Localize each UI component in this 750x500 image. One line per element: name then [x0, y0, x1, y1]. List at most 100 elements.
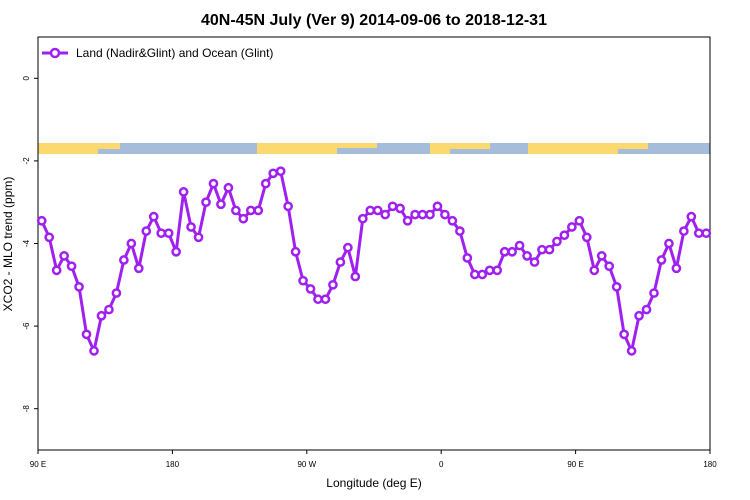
- data-point: [641, 304, 652, 315]
- data-point: [589, 265, 600, 276]
- data-point: [253, 205, 264, 216]
- chart-title: 40N-45N July (Ver 9) 2014-09-06 to 2018-…: [201, 12, 547, 29]
- data-point: [455, 226, 465, 236]
- data-point: [574, 215, 585, 226]
- data-point: [298, 275, 308, 286]
- x-tick-label: 90 E: [30, 460, 46, 469]
- data-point: [51, 265, 62, 276]
- data-point: [268, 168, 279, 179]
- data-point: [432, 201, 443, 212]
- data-point: [283, 201, 293, 212]
- data-point: [656, 255, 667, 265]
- data-point: [604, 261, 615, 272]
- data-point: [522, 251, 532, 261]
- data-point: [335, 257, 346, 267]
- data-point: [171, 246, 181, 257]
- data-point: [417, 209, 428, 220]
- data-point: [223, 182, 234, 193]
- x-tick-label: 180: [703, 460, 717, 469]
- data-point: [119, 255, 129, 265]
- x-tick-label: 90 W: [297, 460, 316, 469]
- data-point: [619, 329, 629, 340]
- y-tick-label: -4: [22, 239, 31, 247]
- data-point: [357, 213, 368, 224]
- data-point: [126, 238, 137, 249]
- data-point: [216, 199, 226, 210]
- data-point: [89, 346, 99, 356]
- data-point: [507, 246, 517, 257]
- data-point: [245, 205, 256, 216]
- data-point: [328, 279, 338, 290]
- data-point: [679, 226, 689, 236]
- data-point: [611, 282, 622, 292]
- data-point: [111, 288, 122, 298]
- data-point: [693, 228, 704, 239]
- data-point: [447, 215, 458, 226]
- data-point: [96, 310, 107, 321]
- data-point: [208, 178, 219, 189]
- data-point: [626, 346, 637, 356]
- data-point: [492, 265, 503, 276]
- data-point: [529, 257, 540, 267]
- data-point: [701, 228, 712, 239]
- data-point: [178, 187, 189, 197]
- y-tick-label: -2: [22, 157, 31, 165]
- data-point: [74, 282, 84, 292]
- data-point: [499, 246, 510, 257]
- data-point: [238, 213, 249, 224]
- data-point: [567, 222, 577, 232]
- data-point: [372, 205, 383, 216]
- data-point: [141, 226, 152, 236]
- data-point: [320, 294, 331, 305]
- data-point: [44, 232, 55, 243]
- data-point: [425, 209, 435, 220]
- x-tick-label: 0: [439, 460, 444, 469]
- data-point: [469, 269, 480, 280]
- y-axis-label: XCO2 - MLO trend (ppm): [1, 177, 15, 312]
- land-ocean-strip: [38, 143, 710, 154]
- data-point: [156, 228, 167, 239]
- data-point: [552, 236, 562, 247]
- data-point: [596, 251, 607, 261]
- x-tick-label: 180: [166, 460, 180, 469]
- legend: Land (Nadir&Glint) and Ocean (Glint): [42, 46, 273, 60]
- data-point: [186, 222, 196, 232]
- data-point: [275, 166, 286, 177]
- data-point: [544, 244, 555, 255]
- data-point: [231, 205, 241, 216]
- series-line: [40, 169, 707, 353]
- data-point: [133, 263, 144, 274]
- data-point: [66, 261, 77, 272]
- data-point: [581, 232, 592, 243]
- data-point: [104, 304, 114, 315]
- plot-frame: [37, 36, 711, 451]
- data-point: [36, 215, 47, 226]
- data-point: [514, 240, 525, 251]
- data-point: [402, 215, 413, 226]
- data-point: [148, 211, 159, 222]
- y-tick-label: 0: [22, 76, 31, 81]
- data-point: [686, 211, 697, 222]
- data-point: [193, 232, 204, 243]
- data-point: [380, 209, 391, 220]
- data-point: [305, 284, 316, 294]
- data-point: [201, 197, 211, 208]
- data-point: [537, 244, 547, 255]
- data-point: [350, 271, 361, 282]
- data-point: [313, 294, 323, 305]
- data-point: [671, 263, 682, 274]
- data-point: [163, 228, 174, 239]
- y-tick-label: -8: [22, 405, 31, 413]
- data-point: [462, 253, 473, 263]
- data-point: [343, 242, 353, 253]
- data-point: [59, 251, 69, 261]
- data-point: [395, 203, 405, 214]
- data-point: [634, 310, 644, 321]
- data-point: [365, 205, 376, 216]
- data-point: [477, 269, 488, 280]
- data-point: [260, 178, 271, 189]
- data-point: [410, 209, 420, 220]
- x-axis-label: Longitude (deg E): [326, 476, 421, 490]
- y-tick-label: -6: [22, 322, 31, 330]
